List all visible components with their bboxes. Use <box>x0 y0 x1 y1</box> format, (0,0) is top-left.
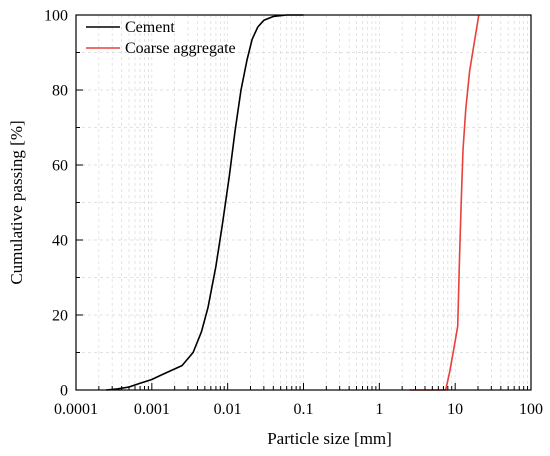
series-line-2 <box>409 14 480 391</box>
ticks: 0.0001 0.001 0.01 0.1 1 10 100 0 20 40 60 80 100 <box>44 8 543 419</box>
series-line-1 <box>106 14 304 391</box>
x-tick-label: 0.01 <box>214 401 242 418</box>
y-tick-label: 80 <box>52 83 68 100</box>
series-layer <box>106 14 480 391</box>
legend-label: Coarse aggregate <box>125 40 236 57</box>
y-tick-label: 0 <box>60 383 68 400</box>
y-tick-label: 100 <box>44 8 68 25</box>
legend-label: Cement <box>125 19 175 36</box>
x-tick-label: 1 <box>375 401 383 418</box>
x-tick-label: 0.1 <box>294 401 314 418</box>
x-tick-label: 10 <box>447 401 463 418</box>
legend: Cement Coarse aggregate <box>86 19 236 57</box>
y-tick-label: 40 <box>52 233 68 250</box>
x-tick-label: 0.001 <box>134 401 170 418</box>
grid <box>75 14 531 391</box>
x-tick-label: 100 <box>519 401 543 418</box>
x-tick-label: 0.0001 <box>54 401 98 418</box>
y-tick-label: 60 <box>52 158 68 175</box>
y-axis-label: Cumulative passing [%] <box>7 120 26 284</box>
x-axis-label: Particle size [mm] <box>267 429 392 448</box>
y-tick-label: 20 <box>52 308 68 325</box>
